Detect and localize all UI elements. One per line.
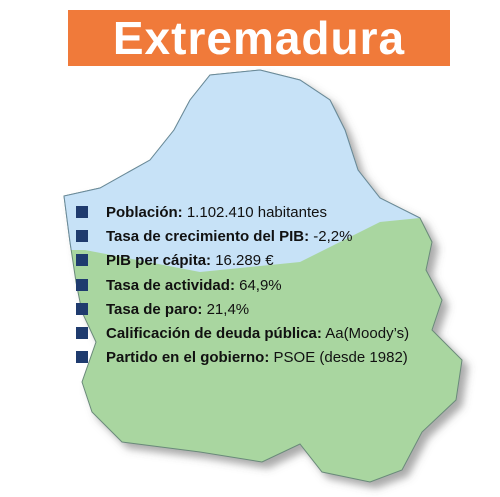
stat-item: Partido en el gobierno: PSOE (desde 1982… bbox=[76, 346, 409, 370]
stat-item: Tasa de paro: 21,4% bbox=[76, 298, 409, 322]
stat-value: Aa(Moody’s) bbox=[325, 324, 410, 342]
stat-item: PIB per cápita: 16.289 € bbox=[76, 249, 409, 273]
stat-item: Calificación de deuda pública: Aa(Moody’… bbox=[76, 322, 409, 346]
stat-item: Tasa de crecimiento del PIB: -2,2% bbox=[76, 225, 409, 249]
bullet bbox=[76, 351, 88, 364]
bullet bbox=[76, 302, 88, 315]
title: Extremadura bbox=[112, 12, 406, 64]
bullet bbox=[76, 254, 88, 267]
bullet bbox=[76, 206, 88, 218]
bullet bbox=[76, 278, 88, 291]
stat-label: Tasa de paro: bbox=[106, 300, 203, 318]
bullet bbox=[76, 326, 88, 339]
stat-label: Tasa de crecimiento del PIB: bbox=[106, 228, 310, 246]
stat-label: Población: bbox=[106, 204, 183, 221]
caceres-area bbox=[63, 69, 463, 272]
stat-value: 16.289 € bbox=[215, 252, 274, 270]
stat-label: PIB per cápita: bbox=[106, 252, 212, 270]
stat-label: Tasa de actividad: bbox=[106, 276, 235, 294]
stat-value: PSOE (desde 1982) bbox=[273, 349, 408, 367]
stat-value: 1.102.410 habitantes bbox=[186, 204, 327, 221]
stat-item: Tasa de actividad: 64,9% bbox=[76, 274, 409, 298]
stat-value: 64,9% bbox=[239, 276, 282, 294]
stat-value: -2,2% bbox=[313, 228, 353, 246]
title-banner bbox=[68, 10, 450, 66]
stat-label: Calificación de deuda pública: bbox=[106, 324, 322, 342]
stat-item: Población: 1.102.410 habitantes bbox=[76, 201, 409, 225]
stat-label: Partido en el gobierno: bbox=[106, 349, 270, 367]
bullet bbox=[76, 230, 88, 243]
stats-list: Población: 1.102.410 habitantes Tasa de c… bbox=[76, 201, 409, 370]
stat-value: 21,4% bbox=[206, 300, 250, 318]
